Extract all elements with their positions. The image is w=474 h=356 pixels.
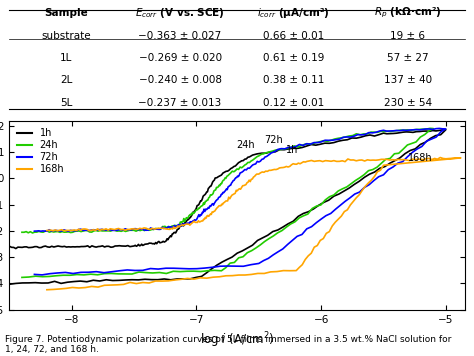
- Text: 1h: 1h: [286, 145, 299, 155]
- Text: 168h: 168h: [409, 152, 433, 163]
- Text: 24h: 24h: [237, 140, 255, 150]
- Legend: 1h, 24h, 72h, 168h: 1h, 24h, 72h, 168h: [14, 125, 67, 177]
- Text: Figure 7. Potentiodynamic polarization curves of 5L films immersed in a 3.5 wt.%: Figure 7. Potentiodynamic polarization c…: [5, 335, 451, 354]
- X-axis label: log $i$ (A/cm$^2$): log $i$ (A/cm$^2$): [200, 330, 274, 350]
- Text: 72h: 72h: [264, 135, 283, 146]
